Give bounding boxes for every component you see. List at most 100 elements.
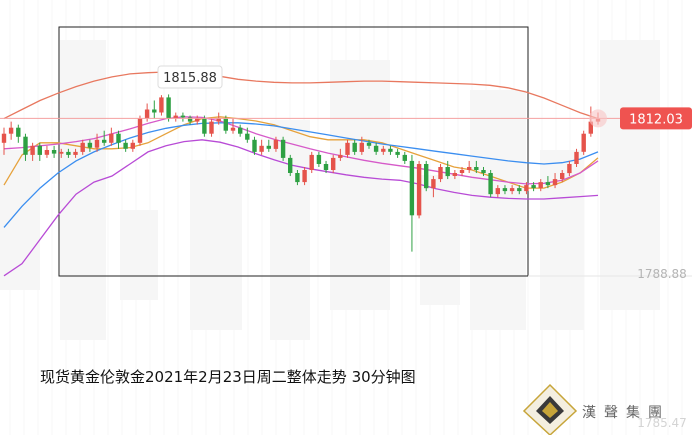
overlay-line-4: [3, 139, 599, 277]
candle-body: [438, 167, 443, 180]
candle-body: [395, 151, 400, 155]
candle: [8, 121, 14, 140]
candle: [502, 185, 508, 195]
candle: [531, 182, 536, 192]
candle-body: [238, 127, 243, 134]
candle-body: [66, 151, 71, 155]
candle: [431, 176, 436, 198]
candle-body: [8, 127, 14, 134]
candle-body: [180, 115, 186, 118]
candle-body: [331, 157, 336, 170]
candle-body: [116, 133, 121, 143]
axis-price-label-bottom: 1785.47: [637, 416, 687, 430]
candle: [331, 154, 336, 174]
candle: [51, 145, 57, 158]
candle: [187, 115, 193, 125]
candle: [59, 148, 64, 158]
candle-body: [424, 164, 429, 189]
candle: [459, 166, 465, 177]
candle: [509, 185, 515, 195]
candle-body: [302, 170, 307, 183]
candle: [359, 136, 364, 155]
candle: [388, 145, 393, 155]
candle-body: [481, 170, 486, 173]
candle: [560, 170, 565, 183]
candle-body: [345, 142, 350, 155]
axis-price-label: 1788.88: [637, 267, 687, 281]
candle-body: [524, 185, 529, 192]
candle-body: [30, 145, 35, 155]
candle: [73, 148, 78, 158]
candle: [1, 127, 7, 155]
candle-body: [252, 139, 257, 152]
candle-body: [1, 133, 7, 143]
candle: [445, 160, 450, 180]
candle-body: [202, 118, 207, 134]
candle: [37, 142, 42, 161]
candle: [567, 160, 572, 177]
candle-body: [452, 173, 457, 176]
diamond-logo-icon: [522, 383, 578, 435]
candle: [309, 151, 314, 174]
candle-body: [588, 121, 593, 134]
candle: [495, 185, 500, 198]
candle-body: [23, 136, 28, 155]
candle-body: [73, 151, 78, 155]
candle-body: [195, 118, 200, 122]
candle-body: [431, 179, 436, 189]
candle-body: [338, 154, 343, 158]
candle: [30, 142, 35, 161]
brand-name: 漢聲集團: [582, 405, 670, 421]
candle: [280, 136, 286, 161]
high-marker-box: [157, 65, 223, 89]
candle-body: [37, 145, 42, 155]
candle: [180, 112, 186, 122]
candle-body: [581, 133, 586, 152]
candle-body: [531, 185, 536, 189]
candle-body: [209, 121, 214, 134]
candle: [16, 124, 21, 143]
candle: [381, 145, 386, 155]
candle: [109, 127, 114, 146]
current-price-badge: [620, 107, 692, 130]
candle-body: [495, 188, 500, 195]
candle-body: [137, 118, 143, 143]
overlay-line-3: [3, 122, 599, 228]
candle: [373, 142, 379, 155]
candle: [66, 148, 71, 158]
candle-body: [59, 151, 64, 154]
candle-body: [445, 167, 450, 177]
candle-body: [459, 170, 465, 173]
candle: [402, 151, 407, 164]
candle: [130, 139, 135, 152]
candle-body: [230, 127, 236, 131]
candle: [338, 148, 343, 161]
candle-body: [187, 117, 193, 122]
candle-body: [517, 188, 522, 192]
candle: [102, 130, 107, 146]
background-building-shape: [120, 210, 158, 300]
candle-body: [130, 142, 135, 149]
candle: [202, 115, 207, 137]
candle-body: [352, 142, 357, 152]
candle-body: [94, 139, 100, 148]
candle: [316, 151, 322, 167]
candle: [245, 127, 250, 143]
candle: [238, 124, 243, 137]
candle: [94, 133, 100, 152]
candle-body: [488, 173, 493, 195]
brand-logo: 漢聲集團: [520, 380, 692, 435]
candle-body: [223, 118, 228, 131]
candle-body: [44, 150, 50, 155]
candle-body: [474, 167, 479, 170]
high-marker-label: 1815.88: [163, 71, 217, 86]
candle: [438, 163, 443, 183]
candle: [545, 176, 551, 189]
candle-body: [560, 173, 565, 179]
candle-body: [159, 97, 164, 113]
candle-body: [123, 142, 128, 149]
candle: [552, 173, 558, 189]
candle-body: [109, 133, 114, 143]
